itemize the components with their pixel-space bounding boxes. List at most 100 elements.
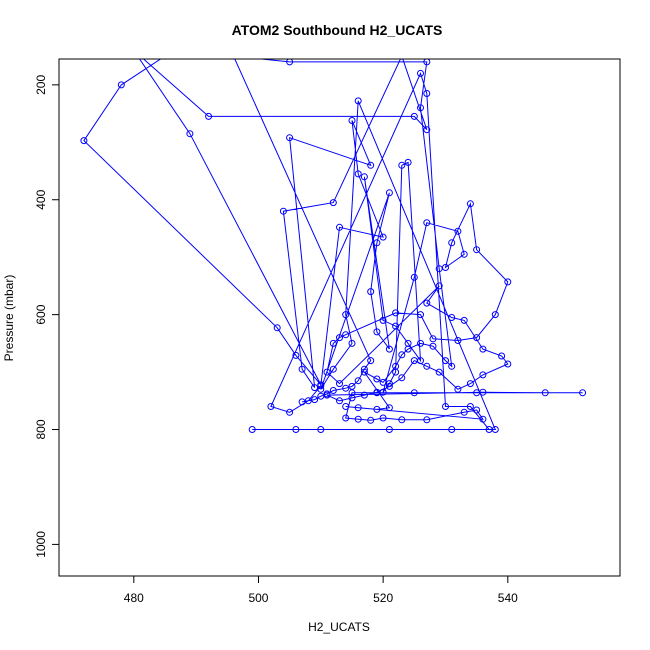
data-point (329, 339, 337, 347)
data-point (398, 416, 406, 424)
data-point (423, 126, 431, 134)
data-point (448, 314, 456, 321)
data-point (404, 158, 412, 166)
data-point (473, 334, 481, 342)
data-point (398, 374, 406, 382)
series-line (83, 59, 583, 430)
data-point (399, 59, 404, 60)
data-point (373, 328, 381, 336)
data-point (385, 380, 393, 388)
data-point (404, 345, 412, 353)
x-tick-label: 480 (124, 591, 144, 605)
data-point (348, 339, 356, 347)
data-point (579, 389, 587, 397)
data-point (448, 239, 456, 247)
data-point (336, 397, 343, 405)
data-point (454, 385, 462, 393)
data-point (417, 339, 424, 347)
y-tick-label: 1000 (34, 531, 48, 558)
x-tick-label: 500 (248, 591, 268, 605)
data-point (354, 377, 362, 385)
data-point (292, 426, 300, 433)
data-point (317, 426, 325, 433)
data-point (342, 384, 350, 392)
data-point (454, 227, 462, 235)
data-point (398, 161, 406, 169)
data-point (273, 324, 281, 332)
data-point (454, 337, 462, 344)
data-point (329, 365, 337, 373)
data-point (373, 239, 381, 247)
series-points (80, 47, 587, 433)
data-point (429, 342, 437, 350)
data-point (466, 380, 474, 388)
data-point (385, 382, 393, 390)
data-point (286, 59, 294, 66)
data-point (186, 130, 194, 138)
data-point (379, 414, 387, 422)
data-point (342, 403, 350, 410)
data-point (131, 47, 137, 53)
data-point (329, 387, 337, 394)
data-point (541, 389, 549, 397)
data-point (336, 380, 343, 388)
data-point (373, 405, 381, 413)
y-tick-label: 800 (34, 419, 48, 439)
data-point (311, 384, 319, 392)
data-point (473, 246, 481, 254)
data-point (398, 351, 406, 359)
data-point (392, 309, 400, 317)
data-point (354, 97, 362, 105)
data-point (231, 59, 236, 60)
data-point (385, 426, 393, 433)
data-point (479, 415, 487, 423)
data-point (460, 408, 468, 416)
y-axis: 200 400 600 800 1000 (34, 75, 59, 558)
data-point (373, 375, 381, 383)
data-point (379, 378, 387, 386)
x-tick-label: 520 (373, 591, 393, 605)
y-axis-label: Pressure (mbar) (2, 275, 16, 362)
data-point (354, 404, 362, 412)
data-point (460, 250, 468, 258)
data-point (423, 90, 431, 97)
data-point (298, 398, 306, 406)
data-point (348, 117, 356, 124)
y-tick-label: 600 (34, 304, 48, 324)
data-point (248, 426, 256, 433)
data-point (379, 233, 387, 241)
data-point (163, 59, 167, 60)
data-point (367, 288, 375, 296)
data-point (435, 265, 443, 273)
data-point (342, 414, 350, 422)
data-point (479, 371, 487, 379)
y-tick-label: 400 (34, 189, 48, 209)
data-point (329, 199, 337, 207)
data-point (385, 404, 393, 412)
data-point (360, 173, 368, 181)
x-tick-label: 540 (498, 591, 518, 605)
data-point (336, 223, 343, 231)
data-point (410, 112, 418, 120)
data-point (373, 389, 381, 397)
data-point (410, 357, 418, 365)
data-point (410, 389, 418, 397)
data-point (367, 161, 375, 169)
data-point (448, 362, 456, 370)
data-point (367, 357, 375, 365)
data-point (435, 282, 443, 290)
plot-frame (58, 58, 621, 577)
data-point (336, 334, 343, 342)
data-point (205, 112, 213, 120)
data-point (423, 219, 431, 227)
data-point (348, 394, 356, 402)
data-point (473, 389, 481, 397)
data-point (267, 403, 275, 410)
plot-area (80, 47, 587, 433)
data-point (442, 403, 449, 410)
data-point (479, 345, 487, 353)
data-point (323, 390, 331, 398)
data-point (385, 189, 393, 197)
data-point (435, 368, 443, 376)
